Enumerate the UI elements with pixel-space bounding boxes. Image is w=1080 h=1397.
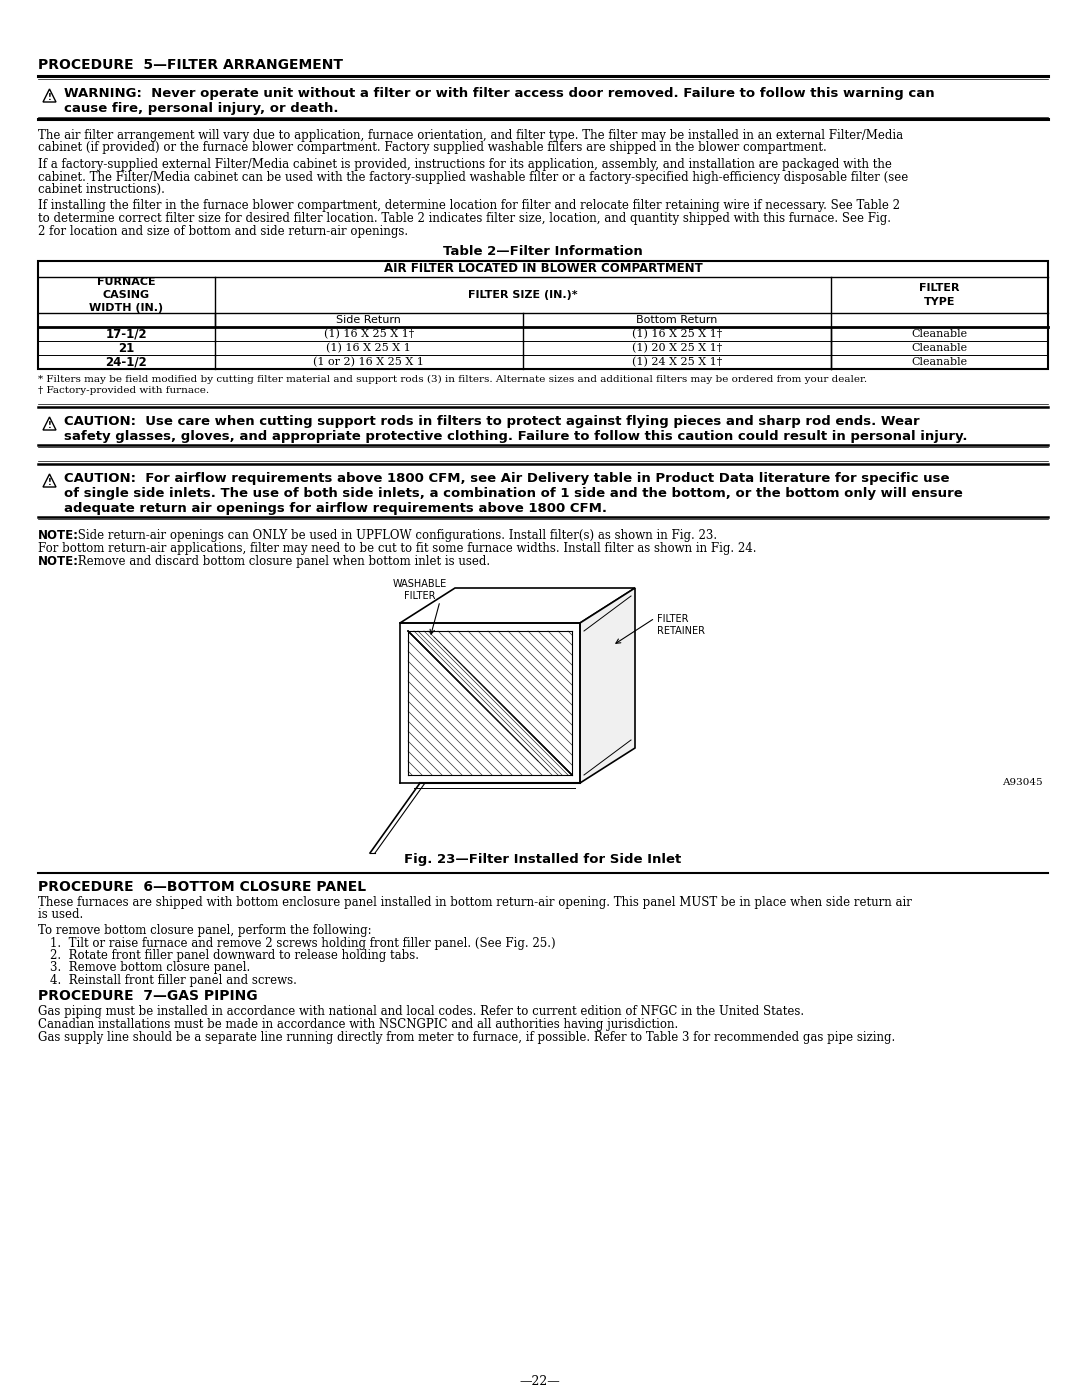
Text: cause fire, personal injury, or death.: cause fire, personal injury, or death.: [64, 102, 338, 115]
Text: 1.  Tilt or raise furnace and remove 2 screws holding front filler panel. (See F: 1. Tilt or raise furnace and remove 2 sc…: [50, 936, 555, 950]
Text: adequate return air openings for airflow requirements above 1800 CFM.: adequate return air openings for airflow…: [64, 502, 607, 515]
Polygon shape: [400, 588, 635, 623]
Text: If installing the filter in the furnace blower compartment, determine location f: If installing the filter in the furnace …: [38, 200, 900, 212]
Text: CAUTION:  For airflow requirements above 1800 CFM, see Air Delivery table in Pro: CAUTION: For airflow requirements above …: [64, 472, 949, 485]
Text: These furnaces are shipped with bottom enclosure panel installed in bottom retur: These furnaces are shipped with bottom e…: [38, 895, 912, 909]
Text: !: !: [48, 478, 52, 486]
Text: Cleanable: Cleanable: [912, 344, 968, 353]
Text: cabinet (if provided) or the furnace blower compartment. Factory supplied washab: cabinet (if provided) or the furnace blo…: [38, 141, 827, 155]
Text: FILTER SIZE (IN.)*: FILTER SIZE (IN.)*: [468, 291, 578, 300]
Text: NOTE:: NOTE:: [38, 529, 79, 542]
Text: (1) 16 X 25 X 1†: (1) 16 X 25 X 1†: [632, 328, 721, 339]
Text: * Filters may be field modified by cutting filter material and support rods (3) : * Filters may be field modified by cutti…: [38, 374, 867, 384]
Bar: [38, 261, 1048, 369]
Text: (1 or 2) 16 X 25 X 1: (1 or 2) 16 X 25 X 1: [313, 356, 424, 367]
Text: PROCEDURE  7—GAS PIPING: PROCEDURE 7—GAS PIPING: [38, 989, 258, 1003]
Text: 2 for location and size of bottom and side return-air openings.: 2 for location and size of bottom and si…: [38, 225, 408, 237]
Text: cabinet instructions).: cabinet instructions).: [38, 183, 165, 196]
Text: PROCEDURE  6—BOTTOM CLOSURE PANEL: PROCEDURE 6—BOTTOM CLOSURE PANEL: [38, 880, 366, 894]
Text: (1) 24 X 25 X 1†: (1) 24 X 25 X 1†: [632, 356, 721, 367]
Text: Table 2—Filter Information: Table 2—Filter Information: [443, 244, 643, 258]
Text: PROCEDURE  5—FILTER ARRANGEMENT: PROCEDURE 5—FILTER ARRANGEMENT: [38, 59, 343, 73]
Text: Cleanable: Cleanable: [912, 330, 968, 339]
Text: AIR FILTER LOCATED IN BLOWER COMPARTMENT: AIR FILTER LOCATED IN BLOWER COMPARTMENT: [383, 263, 702, 275]
Text: 4.  Reinstall front filler panel and screws.: 4. Reinstall front filler panel and scre…: [50, 974, 297, 988]
Text: of single side inlets. The use of both side inlets, a combination of 1 side and : of single side inlets. The use of both s…: [64, 488, 962, 500]
Text: safety glasses, gloves, and appropriate protective clothing. Failure to follow t: safety glasses, gloves, and appropriate …: [64, 430, 968, 443]
Text: to determine correct filter size for desired filter location. Table 2 indicates : to determine correct filter size for des…: [38, 212, 891, 225]
Text: If a factory-supplied external Filter/Media cabinet is provided, instructions fo: If a factory-supplied external Filter/Me…: [38, 158, 892, 170]
Text: cabinet. The Filter/Media cabinet can be used with the factory-supplied washable: cabinet. The Filter/Media cabinet can be…: [38, 170, 908, 183]
Text: CAUTION:  Use care when cutting support rods in filters to protect against flyin: CAUTION: Use care when cutting support r…: [64, 415, 920, 427]
Text: Canadian installations must be made in accordance with NSCNGPIC and all authorit: Canadian installations must be made in a…: [38, 1018, 678, 1031]
Polygon shape: [580, 588, 635, 782]
Text: Gas piping must be installed in accordance with national and local codes. Refer : Gas piping must be installed in accordan…: [38, 1006, 805, 1018]
Text: (1) 16 X 25 X 1: (1) 16 X 25 X 1: [326, 342, 411, 353]
Text: Side Return: Side Return: [336, 314, 401, 326]
Text: Side return-air openings can ONLY be used in UPFLOW configurations. Install filt: Side return-air openings can ONLY be use…: [75, 529, 717, 542]
Text: WARNING:  Never operate unit without a filter or with filter access door removed: WARNING: Never operate unit without a fi…: [64, 87, 934, 101]
Text: Remove and discard bottom closure panel when bottom inlet is used.: Remove and discard bottom closure panel …: [75, 555, 490, 569]
Text: !: !: [48, 420, 52, 429]
Text: FILTER
TYPE: FILTER TYPE: [919, 284, 960, 306]
Text: FILTER
RETAINER: FILTER RETAINER: [657, 615, 705, 637]
Text: —22—: —22—: [519, 1375, 561, 1389]
Text: (1) 20 X 25 X 1†: (1) 20 X 25 X 1†: [632, 342, 721, 353]
Text: WASHABLE
FILTER: WASHABLE FILTER: [393, 578, 447, 601]
Text: Cleanable: Cleanable: [912, 358, 968, 367]
Text: 2.  Rotate front filler panel downward to release holding tabs.: 2. Rotate front filler panel downward to…: [50, 949, 419, 963]
Text: 24-1/2: 24-1/2: [106, 355, 147, 369]
Text: Bottom Return: Bottom Return: [636, 314, 717, 326]
Text: 17-1/2: 17-1/2: [106, 327, 147, 341]
Text: For bottom return-air applications, filter may need to be cut to fit some furnac: For bottom return-air applications, filt…: [38, 542, 756, 555]
Text: FURNACE
CASING
WIDTH (IN.): FURNACE CASING WIDTH (IN.): [90, 277, 163, 313]
Text: A93045: A93045: [1002, 778, 1043, 787]
Text: NOTE:: NOTE:: [38, 555, 79, 569]
Text: !: !: [48, 92, 52, 102]
Text: is used.: is used.: [38, 908, 83, 922]
Text: To remove bottom closure panel, perform the following:: To remove bottom closure panel, perform …: [38, 923, 372, 937]
Text: Fig. 23—Filter Installed for Side Inlet: Fig. 23—Filter Installed for Side Inlet: [404, 854, 681, 866]
Text: The air filter arrangement will vary due to application, furnace orientation, an: The air filter arrangement will vary due…: [38, 129, 903, 142]
Text: 3.  Remove bottom closure panel.: 3. Remove bottom closure panel.: [50, 961, 251, 975]
Text: † Factory-provided with furnace.: † Factory-provided with furnace.: [38, 386, 210, 395]
Text: (1) 16 X 25 X 1†: (1) 16 X 25 X 1†: [324, 328, 414, 339]
Text: 21: 21: [118, 341, 135, 355]
Text: Gas supply line should be a separate line running directly from meter to furnace: Gas supply line should be a separate lin…: [38, 1031, 895, 1044]
